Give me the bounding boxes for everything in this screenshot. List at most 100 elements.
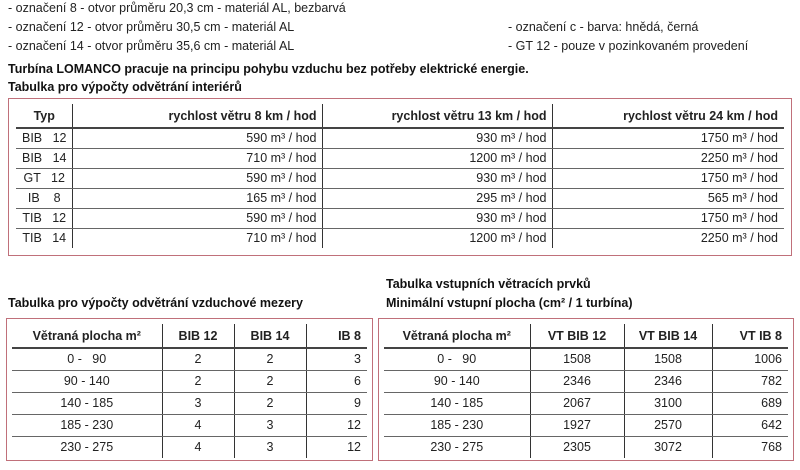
table-cell: 3: [233, 436, 306, 458]
note-line: - označení 12 - otvor průměru 30,5 cm - …: [8, 20, 295, 34]
table-cell: 590 m³ / hod: [72, 208, 323, 229]
table-cell: 185 - 230: [12, 414, 162, 437]
table-cell: 4: [161, 436, 234, 458]
table3-subtitle: Minimální vstupní plocha (cm² / 1 turbín…: [386, 296, 633, 310]
table-cell: IB 8: [16, 188, 73, 209]
table3-title: Tabulka vstupních větracích prvků: [386, 277, 591, 291]
table1-frame: [8, 98, 792, 256]
table-cell: GT 12: [16, 168, 73, 189]
table-row: GT 12 590 m³ / hod 930 m³ / hod 1750 m³ / h…: [16, 168, 784, 189]
table-cell: 140 - 185: [384, 392, 530, 415]
table-cell: 1200 m³ / hod: [322, 228, 553, 248]
table-row: 185 - 230 4 3 12: [12, 414, 367, 437]
table-cell: TIB 12: [16, 208, 73, 229]
col-header: Větraná plocha m²: [384, 324, 530, 349]
table-cell: 930 m³ / hod: [322, 168, 553, 189]
table-row: BIB 12 590 m³ / hod 930 m³ / hod 1750 m³ / …: [16, 128, 784, 149]
col-header: rychlost větru 13 km / hod: [322, 104, 553, 129]
table-cell: 6: [305, 370, 367, 393]
table-cell: 0 - 90: [12, 348, 162, 371]
inlet-area-table: Větraná plocha m² VT BIB 12 VT BIB 14 VT…: [384, 324, 788, 458]
table-cell: 1750 m³ / hod: [552, 128, 784, 149]
table-cell: 295 m³ / hod: [322, 188, 553, 209]
interior-ventilation-table: Typ rychlost větru 8 km / hod rychlost v…: [16, 104, 784, 248]
col-header: rychlost větru 8 km / hod: [72, 104, 323, 129]
table-cell: TIB 14: [22, 231, 67, 246]
table-cell: BIB 14: [16, 148, 73, 169]
col-header: BIB 14: [233, 324, 306, 349]
table-row: TIB 14 710 m³ / hod 1200 m³ / hod 2250 m³ /…: [16, 228, 784, 248]
table-cell: 2: [233, 370, 306, 393]
note-line: - označení 8 - otvor průměru 20,3 cm - m…: [8, 1, 346, 15]
table-cell: 2250 m³ / hod: [552, 148, 784, 169]
air-gap-table: Větraná plocha m² BIB 12 BIB 14 IB 8 0 -…: [12, 324, 367, 458]
table-cell: 140 - 185: [12, 392, 162, 415]
table-cell: 185 - 230: [384, 414, 530, 437]
table-row: 230 - 275 2305 3072 768: [384, 436, 788, 458]
table-row: 90 - 140 2346 2346 782: [384, 370, 788, 393]
table-cell: 642: [711, 414, 788, 437]
table-cell: BIB 12: [16, 128, 73, 149]
table-row: 230 - 275 4 3 12: [12, 436, 367, 458]
table-cell: 165 m³ / hod: [72, 188, 323, 209]
table-row: 140 - 185 3 2 9: [12, 392, 367, 415]
table-cell: 3: [233, 414, 306, 437]
table-row: IB 8 165 m³ / hod 295 m³ / hod 565 m³ / hod: [16, 188, 784, 209]
note-line: - označení c - barva: hnědá, černá: [508, 20, 699, 34]
table-row: TIB 12 590 m³ / hod 930 m³ / hod 1750 m³ / …: [16, 208, 784, 229]
col-header: IB 8: [305, 324, 367, 349]
intro-text: Turbína LOMANCO pracuje na principu pohy…: [8, 62, 529, 76]
table-cell: 565 m³ / hod: [552, 188, 784, 209]
table-row: 185 - 230 1927 2570 642: [384, 414, 788, 437]
table-cell: 12: [305, 414, 367, 437]
table3-frame: [378, 318, 794, 461]
table-cell: 9: [305, 392, 367, 415]
table-cell: 710 m³ / hod: [72, 148, 323, 169]
table-cell: 3100: [623, 392, 712, 415]
note-line: - GT 12 - pouze v pozinkovaném provedení: [508, 39, 749, 53]
table-cell: 1927: [529, 414, 624, 437]
col-header: Větraná plocha m²: [12, 324, 162, 349]
table2-frame: [6, 318, 373, 461]
table-cell: 90 - 140: [384, 370, 530, 393]
table-cell: 930 m³ / hod: [322, 208, 553, 229]
note-line: - označení 14 - otvor průměru 35,6 cm - …: [8, 39, 295, 53]
table-cell: 2305: [529, 436, 624, 458]
table-cell: 2: [233, 348, 306, 371]
table-cell: 590 m³ / hod: [72, 168, 323, 189]
table-cell: 2: [161, 370, 234, 393]
table-cell: 3072: [623, 436, 712, 458]
table-cell: 689: [711, 392, 788, 415]
table1-title: Tabulka pro výpočty odvětrání interiérů: [8, 80, 242, 94]
col-header: VT IB 8: [711, 324, 788, 349]
table-cell: 1200 m³ / hod: [322, 148, 553, 169]
table-cell: 230 - 275: [430, 440, 484, 455]
table-row: BIB 14 710 m³ / hod 1200 m³ / hod 2250 m³ /…: [16, 148, 784, 169]
table-cell: 4: [161, 414, 234, 437]
table-cell: 2: [233, 392, 306, 415]
table-cell: 782: [711, 370, 788, 393]
table-cell: 90 - 140: [12, 370, 162, 393]
table-row: 140 - 185 2067 3100 689: [384, 392, 788, 415]
table-cell: 1750 m³ / hod: [552, 168, 784, 189]
col-header: VT BIB 12: [529, 324, 624, 349]
col-header: BIB 12: [161, 324, 234, 349]
table-cell: 12: [305, 436, 367, 458]
table-cell: 1508: [623, 348, 712, 371]
table-cell: 2067: [529, 392, 624, 415]
table2-title: Tabulka pro výpočty odvětrání vzduchové …: [8, 296, 303, 310]
table-cell: 1750 m³ / hod: [552, 208, 784, 229]
table-cell: 3: [161, 392, 234, 415]
table-cell: 2570: [623, 414, 712, 437]
table-cell: 710 m³ / hod: [72, 228, 323, 248]
table-cell: 2: [161, 348, 234, 371]
table-cell: 2346: [623, 370, 712, 393]
table-cell: 2346: [529, 370, 624, 393]
table-cell: 590 m³ / hod: [72, 128, 323, 149]
table-cell: 1508: [529, 348, 624, 371]
col-header: rychlost větru 24 km / hod: [552, 104, 784, 129]
table-cell: 230 - 275: [60, 440, 114, 455]
table-row: 90 - 140 2 2 6: [12, 370, 367, 393]
table-cell: 2250 m³ / hod: [552, 228, 784, 248]
table-cell: 1006: [711, 348, 788, 371]
